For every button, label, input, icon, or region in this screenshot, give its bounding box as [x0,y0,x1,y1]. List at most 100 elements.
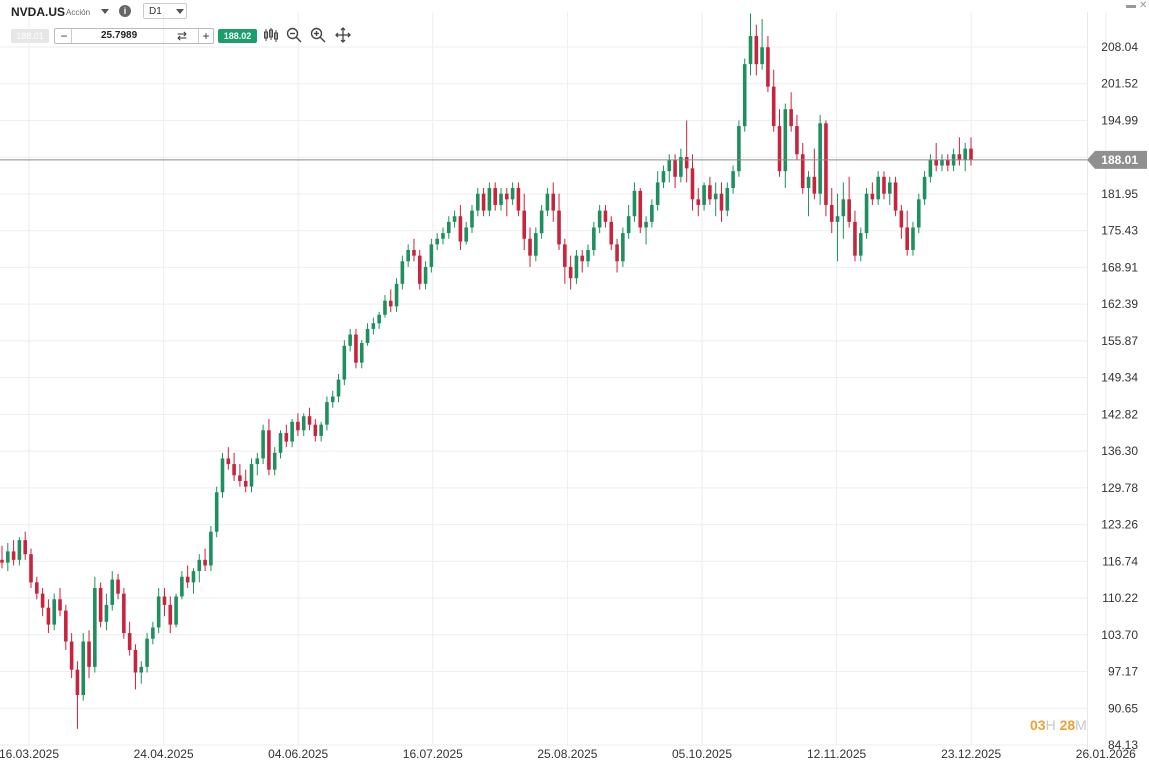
candle [824,120,828,217]
swap-icon[interactable]: ⇄ [176,29,188,43]
candle [615,238,619,273]
candle [771,69,776,132]
candle [563,238,567,284]
candle [858,227,863,262]
candle [655,171,660,211]
candle [197,554,202,583]
candle [180,571,184,600]
timeframe-select[interactable]: D1 [143,3,187,19]
candle [209,526,213,572]
candle [673,154,677,189]
candle [475,188,480,217]
y-tick-label: 97.17 [1108,665,1138,679]
symbol-dropdown-icon[interactable] [101,9,109,14]
zoom-in-icon[interactable] [309,27,327,45]
candle [632,182,637,222]
candle [644,216,648,245]
quantity-input[interactable]: 25.7989 [101,30,138,41]
candle [650,199,654,228]
candle [777,109,782,177]
candle [156,588,161,634]
candle [232,452,236,481]
y-tick-label: 123.26 [1101,518,1138,532]
candle [893,176,898,217]
countdown-hours: 03 [1030,717,1046,733]
candle [23,531,28,560]
zoom-out-icon[interactable] [285,27,303,45]
candle [696,188,701,217]
candle [690,154,695,211]
candle [249,458,254,493]
x-tick-label: 23.12.2025 [941,747,1001,761]
candle [534,227,538,262]
candle [11,540,16,566]
candle [290,419,294,448]
candle [539,204,544,239]
ask-price-button[interactable]: 188.02 [218,29,257,43]
candle [621,227,625,267]
candle [522,193,527,251]
x-tick-label: 12.11.2025 [807,747,866,761]
move-icon[interactable] [334,27,352,45]
info-icon[interactable]: i [119,5,131,17]
candle [731,165,735,194]
candle [847,176,851,228]
candle [267,419,271,476]
candle [278,430,283,459]
candle [313,419,318,442]
countdown-minutes: 28 [1059,717,1076,733]
minimize-button[interactable]: ▬ [1126,0,1136,11]
candle [719,182,724,222]
candle [626,204,631,239]
candle [713,182,718,217]
candle [98,582,103,628]
candle [383,295,387,318]
candle [64,604,68,650]
countdown-minutes-unit: M [1075,717,1087,733]
candle [354,328,358,369]
current-price-label: 188.01 [1101,153,1138,167]
candle [945,154,950,172]
candle [417,250,422,290]
candlestick-series [0,13,973,729]
x-tick-label: 25.08.2025 [537,747,597,761]
chevron-down-icon [176,9,184,14]
candle [470,204,474,234]
y-tick-label: 149.34 [1101,371,1138,385]
candle [742,58,747,132]
candle [75,661,80,729]
candle [336,373,341,403]
candle [864,188,869,239]
candle [737,120,741,177]
plus-button[interactable]: + [198,29,213,43]
chart-type-icon[interactable] [262,27,280,45]
minus-button[interactable]: − [57,29,72,43]
candle [916,193,921,234]
bid-price-button[interactable]: 188.01 [11,29,49,43]
candle [452,210,457,228]
candle [702,182,706,211]
quantity-stepper[interactable]: − 25.7989 ⇄ + [54,28,214,44]
candle [214,486,219,538]
candle [882,171,886,200]
candle [789,92,793,132]
candle [684,120,689,183]
candle [922,171,927,205]
y-tick-label: 129.78 [1101,481,1138,495]
candle [754,24,759,76]
candle [708,176,712,205]
candle [412,238,416,262]
candle [203,548,207,572]
candle [545,188,550,217]
candle [6,542,10,572]
candle [940,154,944,172]
candle [93,576,97,673]
close-button[interactable]: ✕ [1139,0,1148,11]
candle [499,188,503,211]
symbol-name[interactable]: NVDA.US [11,5,66,19]
chart-grid [0,12,1107,750]
x-tick-label: 26.01.2026 [1076,747,1136,761]
candle [377,311,381,329]
x-tick-label: 04.06.2025 [268,747,328,761]
